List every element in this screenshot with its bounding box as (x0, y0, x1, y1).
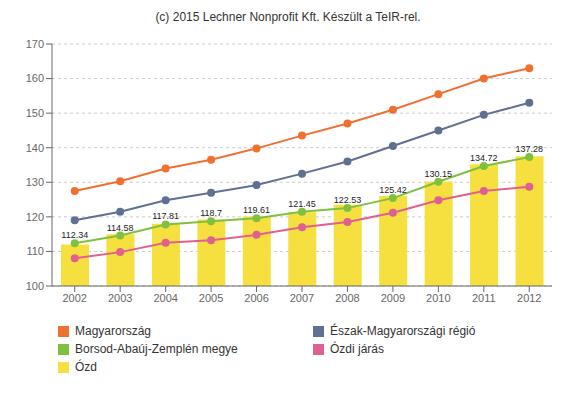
html-text:Ózd: Ózd (75, 360, 97, 374)
svg-text:2012: 2012 (517, 292, 541, 304)
svg-text:160: 160 (26, 72, 44, 84)
svg-text:2003: 2003 (108, 292, 132, 304)
svg-text:121.45: 121.45 (288, 199, 316, 209)
svg-text:119.61: 119.61 (243, 205, 270, 215)
svg-text:2009: 2009 (381, 292, 405, 304)
svg-text:112.34: 112.34 (61, 230, 88, 240)
svg-text:130.15: 130.15 (425, 169, 453, 179)
svg-text:134.72: 134.72 (470, 153, 498, 163)
svg-text:130: 130 (26, 176, 44, 188)
svg-text:122.53: 122.53 (334, 195, 362, 205)
svg-text:2002: 2002 (62, 292, 86, 304)
svg-text:117.81: 117.81 (152, 211, 179, 221)
svg-text:2005: 2005 (199, 292, 223, 304)
svg-text:137.28: 137.28 (516, 144, 544, 154)
html-text:Ózdi járás: Ózdi járás (330, 342, 384, 356)
svg-text:140: 140 (26, 142, 44, 154)
svg-text:2006: 2006 (244, 292, 268, 304)
html-text:Borsod-Abaúj-Zemplén megye: Borsod-Abaúj-Zemplén megye (75, 342, 238, 356)
svg-text:150: 150 (26, 107, 44, 119)
svg-text:100: 100 (26, 280, 44, 292)
html-text:(c) 2015 Lechner Nonprofit Kft: (c) 2015 Lechner Nonprofit Kft. Készült … (155, 10, 421, 24)
svg-text:2007: 2007 (290, 292, 314, 304)
svg-text:118.7: 118.7 (200, 208, 222, 218)
svg-text:2011: 2011 (472, 292, 496, 304)
svg-text:2010: 2010 (426, 292, 450, 304)
svg-text:120: 120 (26, 211, 44, 223)
svg-text:110: 110 (26, 245, 44, 257)
svg-text:114.58: 114.58 (107, 223, 134, 233)
svg-text:2008: 2008 (335, 292, 359, 304)
svg-text:170: 170 (26, 38, 44, 50)
svg-text:2004: 2004 (153, 292, 177, 304)
html-text:Magyarország: Magyarország (75, 324, 151, 338)
svg-text:125.42: 125.42 (379, 185, 407, 195)
html-text:Észak-Magyarországi régió: Észak-Magyarországi régió (330, 324, 476, 338)
